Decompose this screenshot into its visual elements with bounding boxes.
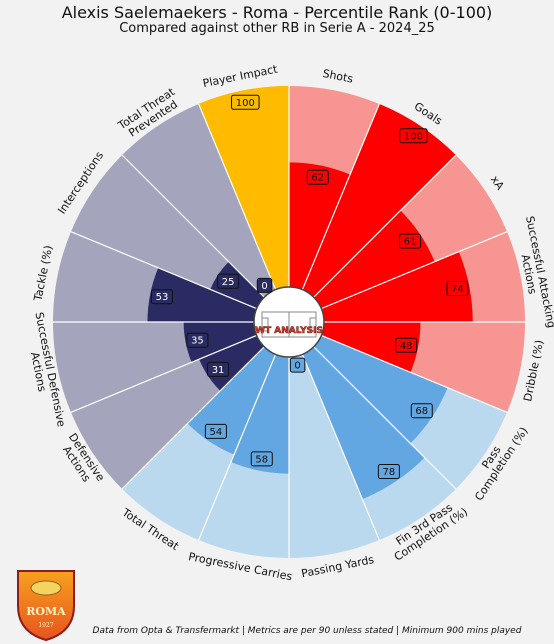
badge-year: 1927 bbox=[38, 622, 53, 629]
divider-line bbox=[70, 334, 257, 413]
center-logo: WT ANALYSIS bbox=[253, 286, 325, 358]
wedge-bg-interceptions bbox=[70, 155, 265, 309]
divider-line bbox=[121, 346, 265, 490]
value-label-successful-attacking-actions: 74 bbox=[451, 284, 464, 295]
footer-note: Data from Opta & Transfermarkt | Metrics… bbox=[92, 626, 522, 636]
she-wolf-icon bbox=[30, 580, 62, 596]
bar-shots bbox=[289, 162, 351, 290]
value-box-interceptions: 25 bbox=[217, 273, 240, 289]
value-label-shots: 62 bbox=[311, 173, 324, 184]
value-box-xa: 61 bbox=[399, 233, 422, 249]
value-label-passing-yards: 0 bbox=[294, 361, 300, 372]
bar-successful-attacking-actions bbox=[321, 251, 473, 322]
label-dribble: Dribble (%) bbox=[521, 339, 546, 403]
value-box-player-impact: 100 bbox=[231, 94, 260, 110]
wedge-bg-total-threat-prevented bbox=[122, 103, 276, 298]
value-label-interceptions: 25 bbox=[222, 277, 235, 288]
value-label-goals: 100 bbox=[404, 131, 423, 142]
value-label-player-impact: 100 bbox=[236, 98, 255, 109]
value-box-passing-yards: 0 bbox=[289, 357, 306, 373]
bar-dribble bbox=[321, 322, 421, 373]
value-box-fin-3rd-pass-completion: 78 bbox=[377, 463, 400, 479]
divider-line bbox=[198, 354, 277, 541]
divider-line bbox=[70, 231, 257, 310]
divider-line bbox=[321, 231, 508, 310]
value-box-progressive-carries: 58 bbox=[250, 451, 273, 467]
label-tackle: Tackle (%) bbox=[31, 244, 55, 303]
value-label-pass-completion: 68 bbox=[415, 406, 428, 417]
bar-fin-3rd-pass-completion bbox=[302, 346, 425, 500]
chart-subtitle: Compared against other RB in Serie A - 2… bbox=[119, 21, 435, 36]
value-box-dribble: 48 bbox=[395, 337, 418, 353]
divider-line bbox=[198, 103, 277, 290]
bar-successful-defensive-actions bbox=[183, 322, 257, 363]
bar-tackle bbox=[147, 267, 257, 322]
chart-title: Alexis Saelemaekers - Roma - Percentile … bbox=[61, 3, 493, 22]
bar-progressive-carries bbox=[230, 354, 289, 474]
value-box-total-threat-prevented: 0 bbox=[256, 277, 273, 293]
divider-line bbox=[121, 154, 265, 298]
value-box-pass-completion: 68 bbox=[410, 403, 433, 419]
value-label-successful-defensive-actions: 35 bbox=[191, 336, 204, 347]
divider-lines bbox=[53, 86, 525, 558]
value-box-total-threat: 54 bbox=[204, 423, 227, 439]
bar-defensive-actions bbox=[199, 335, 265, 391]
value-box-shots: 62 bbox=[306, 169, 329, 185]
label-player-impact: Player Impact bbox=[202, 62, 280, 90]
label-passing-yards: Passing Yards bbox=[300, 553, 375, 580]
value-box-goals: 100 bbox=[399, 128, 428, 144]
bar-player-impact bbox=[198, 86, 289, 290]
bar-goals bbox=[302, 103, 456, 298]
divider-line bbox=[301, 354, 380, 541]
value-box-defensive-actions: 31 bbox=[207, 361, 230, 377]
value-label-xa: 61 bbox=[404, 237, 417, 248]
label-shots: Shots bbox=[322, 67, 355, 86]
logo-text: WT ANALYSIS bbox=[255, 326, 323, 336]
divider-line bbox=[321, 334, 508, 413]
wedge-bg-passing-yards bbox=[289, 354, 380, 558]
value-label-total-threat-prevented: 0 bbox=[261, 281, 267, 292]
label-xa: xA bbox=[488, 173, 507, 192]
value-label-total-threat: 54 bbox=[210, 427, 223, 438]
roma-badge: ROMA 1927 bbox=[17, 570, 75, 642]
value-label-dribble: 48 bbox=[400, 341, 413, 352]
value-box-successful-attacking-actions: 74 bbox=[446, 281, 469, 296]
value-box-successful-defensive-actions: 35 bbox=[186, 332, 209, 348]
value-box-tackle: 53 bbox=[150, 289, 173, 305]
value-boxes: 62 100 61 74 48 68 78 0 58 54 31 35 53 25 0 100 bbox=[150, 94, 469, 479]
value-label-fin-3rd-pass-completion: 78 bbox=[383, 467, 396, 478]
divider-line bbox=[301, 103, 380, 290]
value-label-defensive-actions: 31 bbox=[212, 365, 225, 376]
value-label-tackle: 53 bbox=[156, 292, 169, 303]
badge-text: ROMA bbox=[26, 605, 66, 618]
divider-line bbox=[313, 154, 457, 298]
value-label-progressive-carries: 58 bbox=[255, 454, 268, 465]
divider-line bbox=[313, 346, 457, 490]
